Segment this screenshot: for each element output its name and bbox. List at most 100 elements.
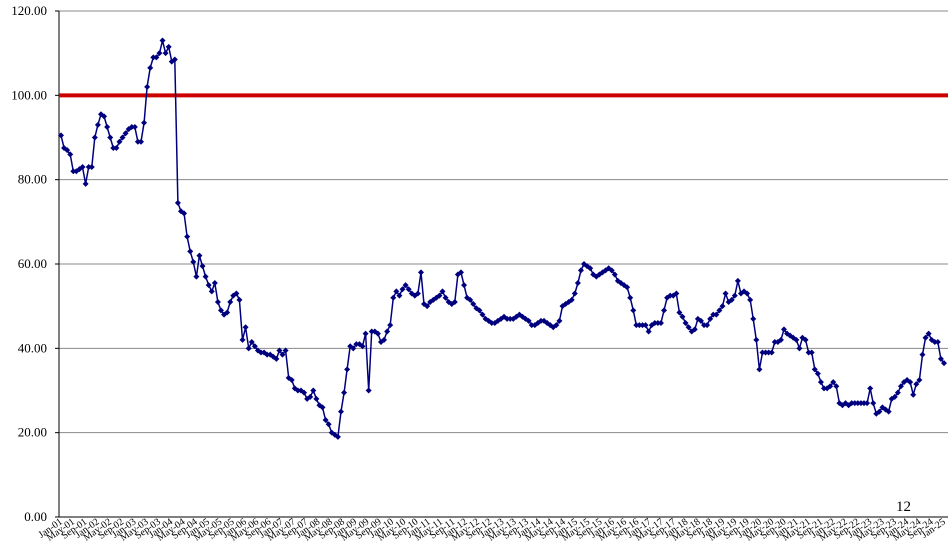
data-point [245,345,252,352]
data-point [396,292,403,299]
data-point [627,294,634,301]
data-point [667,292,674,299]
data-point [405,286,412,293]
data-point [248,339,255,346]
y-tick-label: 120.00 [11,3,47,18]
data-point [630,307,637,314]
data-point [525,317,532,324]
data-point [750,315,757,322]
data-point [171,56,178,63]
data-point [937,355,944,362]
data-point [922,334,929,341]
data-point [876,408,883,415]
data-point [710,311,717,318]
data-point [793,336,800,343]
data-point [233,290,240,297]
data-point [205,282,212,289]
data-point [313,395,320,402]
data-point [282,347,289,354]
data-point [657,320,664,327]
data-point [387,322,394,329]
data-point [399,286,406,293]
data-point [227,298,234,305]
data-point [104,123,111,130]
data-point [870,400,877,407]
data-point [224,309,231,316]
data-point [885,408,892,415]
data-point [611,271,618,278]
data-point [765,349,772,356]
data-point [236,296,243,303]
data-point [122,130,129,137]
data-point [91,134,98,141]
data-point [325,421,332,428]
y-tick-label: 100.00 [11,87,47,102]
data-point [457,269,464,276]
data-point [79,164,86,171]
data-point [642,322,649,329]
data-point [202,273,209,280]
data-point [931,339,938,346]
data-point [817,379,824,386]
data-point [722,290,729,297]
data-point [685,324,692,331]
data-point [190,258,197,265]
data-point [747,296,754,303]
data-point [476,307,483,314]
data-point [301,389,308,396]
data-point [537,317,544,324]
data-point [276,347,283,354]
data-point [294,387,301,394]
data-point [827,383,834,390]
data-point [941,360,947,367]
data-point [384,328,391,335]
data-point [156,50,163,57]
data-point [719,303,726,310]
data-point [94,121,101,128]
data-point [762,349,769,356]
data-point [119,134,126,141]
data-point [417,269,424,276]
data-point [811,366,818,373]
data-point [58,132,64,139]
data-point [574,279,581,286]
data-point [673,290,680,297]
data-point [461,282,468,289]
data-point [128,123,135,130]
data-point [676,309,683,316]
data-point [854,400,861,407]
data-point [756,366,763,373]
data-point [239,336,246,343]
data-point [70,168,77,175]
data-point [257,349,264,356]
data-point [608,267,615,274]
data-point [897,383,904,390]
data-point [633,322,640,329]
data-point [82,180,89,187]
data-point [467,296,474,303]
data-point [913,381,920,388]
data-point [919,351,926,358]
data-point [402,282,409,289]
data-point [808,349,815,356]
data-point [196,252,203,259]
data-point [830,379,837,386]
data-point [651,320,658,327]
data-point [208,288,215,295]
data-point [781,326,788,333]
data-point [707,315,714,322]
data-point [821,385,828,392]
y-tick-label: 80.00 [18,172,47,187]
data-point [814,370,821,377]
data-point [504,315,511,322]
data-point [867,385,874,392]
data-point [279,351,286,358]
data-point [150,54,157,61]
data-point [242,324,249,331]
data-point [353,341,360,348]
x-axis-ticks: Jan-01May-01Sep-01Jan-02May-02Sep-02Jan-… [37,516,948,543]
data-point [744,290,751,297]
data-point [507,315,514,322]
data-point [925,330,932,337]
